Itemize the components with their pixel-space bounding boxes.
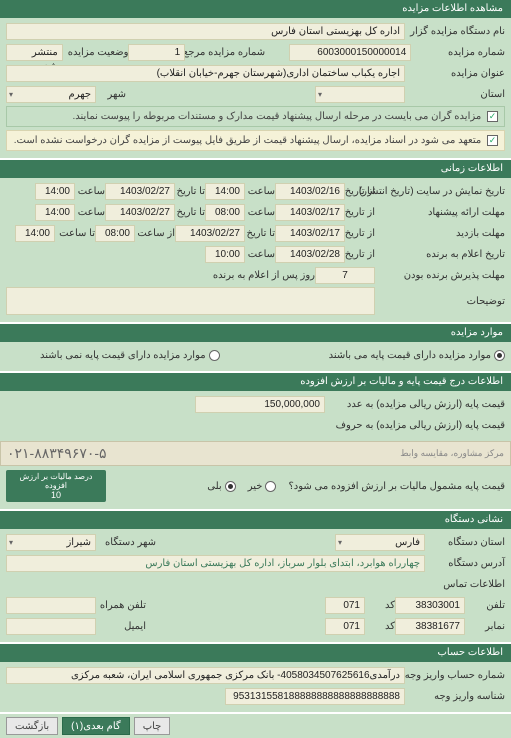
radio-has-base[interactable] xyxy=(494,350,505,361)
sec3-header: موارد مزایده xyxy=(0,324,511,342)
fax-field: 38381677 xyxy=(395,618,465,635)
d2a: 1403/02/17 xyxy=(275,204,345,221)
email-field xyxy=(6,618,96,635)
dev-prov-label: استان دستگاه xyxy=(425,537,505,548)
dev-prov-select[interactable]: فارس xyxy=(335,534,425,551)
id-field: 953131558188888888888888888888 xyxy=(225,688,405,705)
base-num-field: 150,000,000 xyxy=(195,396,325,413)
num-field: 6003000150000014 xyxy=(289,44,411,61)
prov-select[interactable] xyxy=(315,86,405,103)
fax-label: نمابر xyxy=(465,621,505,632)
mob-field xyxy=(6,597,96,614)
d4: 1403/02/28 xyxy=(275,246,345,263)
print-button[interactable]: چاپ xyxy=(134,717,171,735)
d1a: 1403/02/16 xyxy=(275,183,345,200)
sec2-header: اطلاعات زمانی xyxy=(0,160,511,178)
ref-label: شماره مزایده مرجع xyxy=(185,47,265,58)
email-label: ایمیل xyxy=(96,621,146,632)
num-label: شماره مزایده xyxy=(411,47,505,58)
h1a: 14:00 xyxy=(205,183,245,200)
note2-check xyxy=(487,135,498,146)
vat-no[interactable] xyxy=(265,481,276,492)
d2b: 1403/02/27 xyxy=(105,204,175,221)
fax-code-field: 071 xyxy=(325,618,365,635)
vat-label: قیمت پایه مشمول مالیات بر ارزش افزوده می… xyxy=(284,481,505,492)
tel-label: تلفن xyxy=(465,600,505,611)
phone-banner: مرکز مشاوره، مقایسه وابط ۰۲۱-۸۸۳۴۹۶۷۰-۵ xyxy=(0,441,511,466)
note1-check xyxy=(487,111,498,122)
announce-label: تاریخ اعلام به برنده xyxy=(375,249,505,260)
contact-label: اطلاعات تماس xyxy=(425,579,505,590)
dev-addr-field: چهارراه هوابرد، ابتدای بلوار سرباز، ادار… xyxy=(6,555,425,572)
ref-field: 1 xyxy=(128,44,185,61)
status-label: وضعیت مزایده xyxy=(63,47,129,58)
h1b: 14:00 xyxy=(35,183,75,200)
status-field: منتشر شده xyxy=(6,44,63,61)
code-field: 071 xyxy=(325,597,365,614)
h2a: 08:00 xyxy=(205,204,245,221)
mob-label: تلفن همراه xyxy=(96,600,146,611)
subj-field: اجاره یکباب ساختمان اداری(شهرستان جهرم-خ… xyxy=(6,65,405,82)
acc-field: درآمدی4058034507625616- بانک مرکزی جمهور… xyxy=(6,667,405,684)
offer-label: مهلت ارائه پیشنهاد xyxy=(375,207,505,218)
tel-field: 38303001 xyxy=(395,597,465,614)
d3a: 1403/02/17 xyxy=(275,225,345,242)
org-field: اداره کل بهزیستی استان فارس xyxy=(6,23,405,40)
desc-label: توضیحات xyxy=(375,296,505,307)
back-button[interactable]: بازگشت xyxy=(6,717,58,735)
base-word-label: قیمت پایه (ارزش ریالی مزایده) به حروف xyxy=(325,420,505,431)
city-label: شهر xyxy=(96,89,126,100)
h4: 10:00 xyxy=(205,246,245,263)
sec4-header: اطلاعات درج قیمت پایه و مالیات بر ارزش ا… xyxy=(0,373,511,391)
footer: چاپ گام بعدی(۱) بازگشت xyxy=(0,714,511,738)
org-label: نام دستگاه مزایده گزار xyxy=(405,26,505,37)
next-button[interactable]: گام بعدی(۱) xyxy=(62,717,130,735)
prov-label: استان xyxy=(405,89,505,100)
id-label: شناسه واریز وجه xyxy=(405,691,505,702)
disp-label: تاریخ نمایش در سایت (تاریخ انتشار) xyxy=(375,186,505,197)
d3b: 1403/02/27 xyxy=(175,225,245,242)
dev-city-select[interactable]: شیراز xyxy=(6,534,96,551)
accept-field: 7 xyxy=(315,267,375,284)
radio-no-base[interactable] xyxy=(209,350,220,361)
tax-box: درصد مالیات بر ارزش افزوده 10 xyxy=(6,470,106,502)
h2b: 14:00 xyxy=(35,204,75,221)
h3b: 08:00 xyxy=(95,225,135,242)
sec5-header: نشانی دستگاه xyxy=(0,511,511,529)
accept-label: مهلت پذیرش برنده بودن xyxy=(375,270,505,281)
desc-field xyxy=(6,287,375,315)
subj-label: عنوان مزایده xyxy=(405,68,505,79)
acc-label: شماره حساب واریز وجه xyxy=(405,670,505,681)
dev-city-label: شهر دستگاه xyxy=(96,537,156,548)
h3c: 14:00 xyxy=(15,225,55,242)
vat-yes[interactable] xyxy=(225,481,236,492)
city-select[interactable]: جهرم xyxy=(6,86,96,103)
fax-code-label: کد xyxy=(365,621,395,632)
dev-addr-label: آدرس دستگاه xyxy=(425,558,505,569)
d1b: 1403/02/27 xyxy=(105,183,175,200)
note1: مزایده گران می بایست در مرحله ارسال پیشن… xyxy=(6,106,505,127)
note2: متعهد می شود در اسناد مزایده، ارسال پیشن… xyxy=(6,130,505,151)
code-label: کد xyxy=(365,600,395,611)
sec6-header: اطلاعات حساب xyxy=(0,644,511,662)
visit-label: مهلت بازدید xyxy=(375,228,505,239)
sec1-header: مشاهده اطلاعات مزایده xyxy=(0,0,511,18)
base-num-label: قیمت پایه (ارزش ریالی مزایده) به عدد xyxy=(325,399,505,410)
